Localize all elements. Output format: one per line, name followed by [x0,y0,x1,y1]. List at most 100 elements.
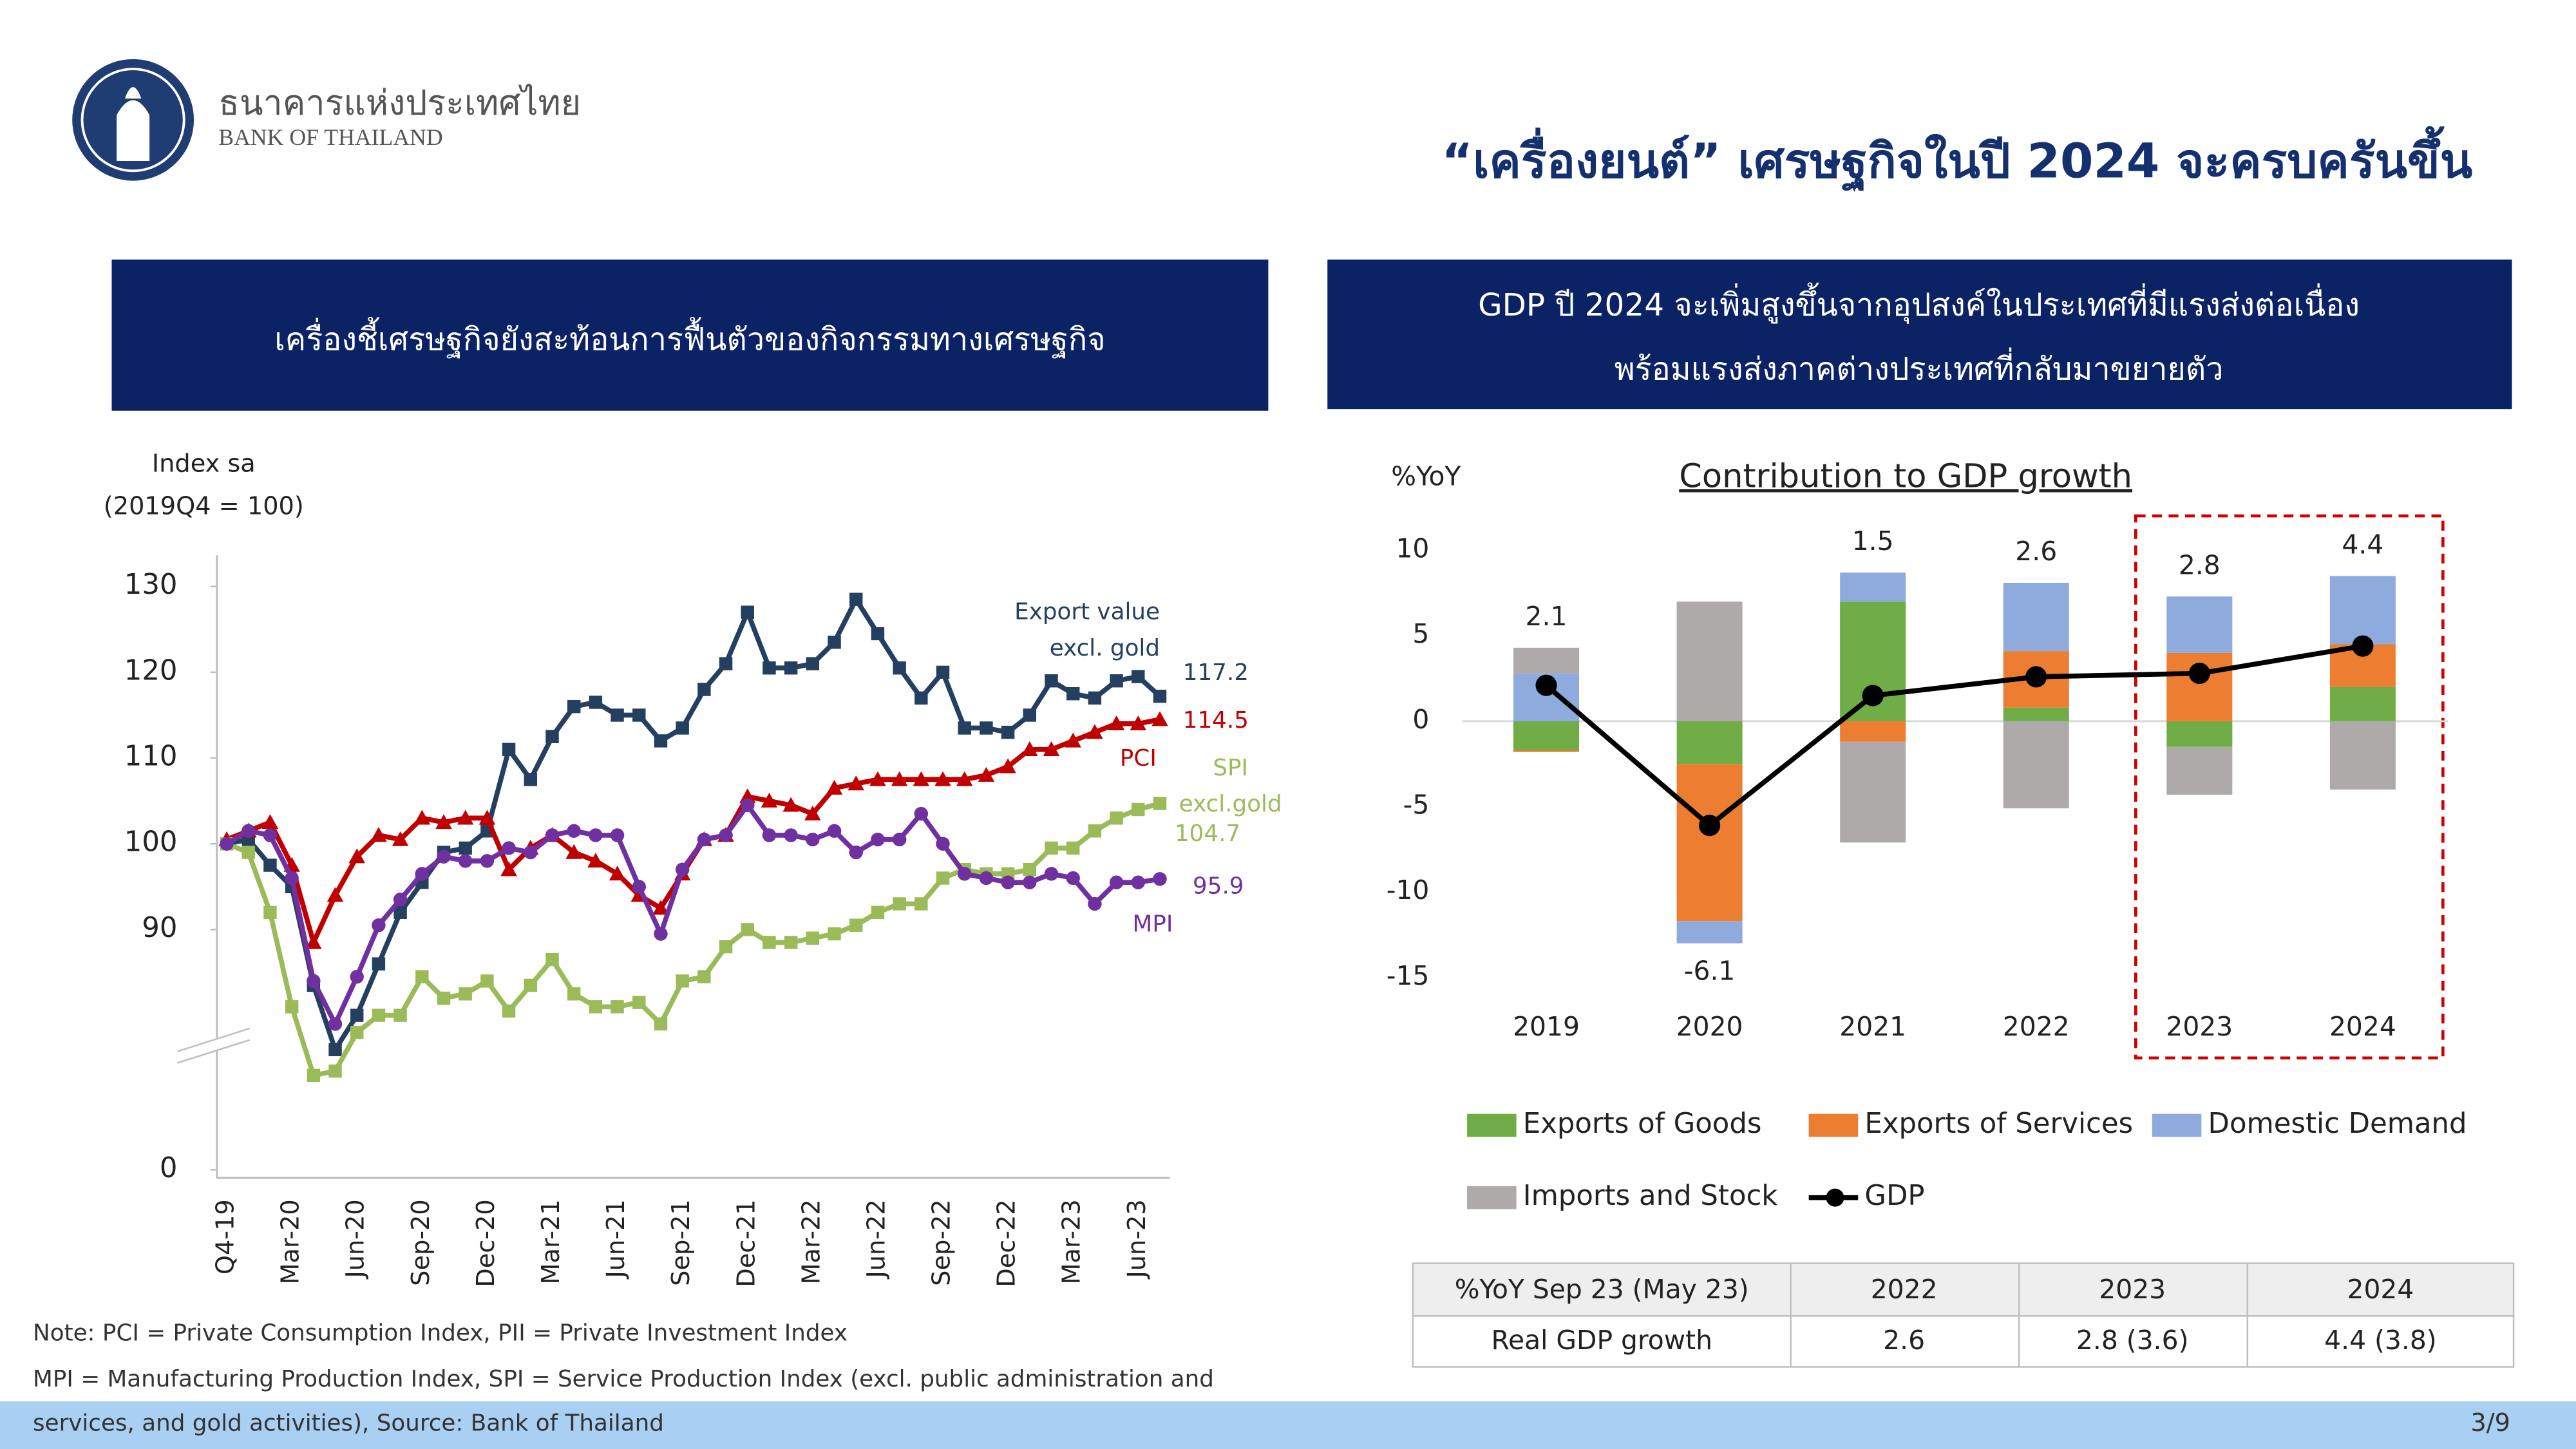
point-marker [285,871,299,886]
point-marker [1043,741,1060,756]
point-marker [1153,797,1167,810]
point-marker [804,805,821,820]
point-marker [958,867,972,881]
note: services, and gold activities), Source: … [33,1410,664,1437]
bar-segment [1840,721,1906,742]
point-marker [891,771,908,786]
bar-segment [1513,750,1580,752]
point-marker [806,657,820,670]
right-heading: GDP ปี 2024 จะเพิ่มสูงขึ้นจากอุปสงค์ในปร… [1478,282,2360,324]
gdp-marker [2188,663,2210,685]
point-marker [500,861,517,876]
x-tick-label: Mar-20 [276,1199,305,1284]
bar-segment [1513,721,1580,750]
legend-label: GDP [1864,1180,1924,1212]
point-marker [610,828,625,842]
point-marker [1108,715,1125,731]
y-axis-label: %YoY [1391,460,1461,491]
x-tick-label: Q4-19 [211,1199,240,1274]
x-tick-label: 2022 [2003,1011,2070,1042]
table-cell: Real GDP growth [1492,1325,1712,1356]
point-marker [459,987,472,1001]
point-marker [762,661,776,675]
point-marker [1153,872,1167,886]
point-marker [806,832,820,847]
y-tick-label: -10 [1387,875,1430,905]
point-marker [1001,725,1015,739]
x-tick-label: Mar-23 [1057,1199,1086,1284]
point-marker [914,691,928,705]
point-marker [871,905,885,919]
point-marker [457,810,474,825]
point-marker [828,636,841,649]
left-heading-box [111,260,1269,411]
table-header: 2022 [1871,1274,1938,1305]
bar-segment [1676,721,1743,764]
series-line [225,717,1160,945]
point-marker [1045,841,1058,855]
point-marker [1088,691,1102,705]
bar-segment [1840,741,1906,843]
x-tick-label: 2021 [1839,1011,1906,1042]
point-marker [869,771,886,786]
end-value-label: 95.9 [1193,873,1244,900]
point-marker [478,810,496,825]
point-marker [435,814,452,829]
point-marker [676,721,689,735]
table-cell: 4.4 (3.8) [2324,1325,2437,1356]
x-tick-label: Jun-22 [862,1199,891,1279]
point-marker [697,832,712,847]
point-marker [611,708,624,722]
data-label: 2.8 [2179,549,2221,580]
axis-break-line [177,1027,251,1052]
highlight-box [2134,514,2445,1060]
point-marker [978,766,995,782]
table-cell: 2.6 [1883,1325,1925,1356]
point-marker [741,923,754,936]
x-tick-label: Dec-22 [992,1199,1021,1287]
point-marker [459,841,472,855]
point-marker [328,1064,342,1078]
point-marker [784,936,798,949]
point-marker [1132,670,1145,683]
point-marker [1023,875,1037,889]
x-tick-label: Sep-20 [406,1199,435,1286]
legend-marker [1826,1188,1844,1207]
series-label-box: PCI [1120,746,1157,772]
x-tick-label: Jun-23 [1122,1199,1151,1279]
point-marker [1001,875,1015,889]
point-marker [502,743,516,756]
table-header-row [1412,1262,2515,1317]
point-marker [589,696,603,709]
point-marker [393,893,408,907]
point-marker [372,957,386,971]
x-tick-label: Sep-22 [927,1199,956,1286]
point-marker [1023,862,1037,876]
x-tick-label: Jun-20 [341,1199,370,1279]
point-marker [654,734,668,748]
point-marker [567,987,581,1001]
point-marker [936,837,950,851]
x-tick-label: Dec-21 [732,1199,761,1287]
axis-break-gap [177,1028,250,1063]
bar-segment [1840,573,1906,602]
point-marker [956,771,973,786]
point-marker [958,721,971,735]
bar-segment [2003,583,2069,652]
point-marker [502,1004,516,1018]
right-heading: พร้อมแรงส่งภาคต่างประเทศที่กลับมาขยายตัว [1615,348,2224,388]
point-marker [263,905,277,919]
y-tick-label: -5 [1403,790,1430,820]
point-marker [589,828,603,842]
data-label: -6.1 [1684,956,1736,987]
point-marker [328,1017,343,1031]
table-cell: 2.8 (3.6) [2076,1325,2189,1356]
x-tick-label: Sep-21 [667,1199,696,1286]
point-marker [893,897,906,911]
point-marker [348,848,365,864]
point-marker [1088,896,1102,911]
point-marker [1130,715,1147,731]
point-marker [784,661,798,675]
x-tick-label: Mar-21 [536,1199,565,1284]
